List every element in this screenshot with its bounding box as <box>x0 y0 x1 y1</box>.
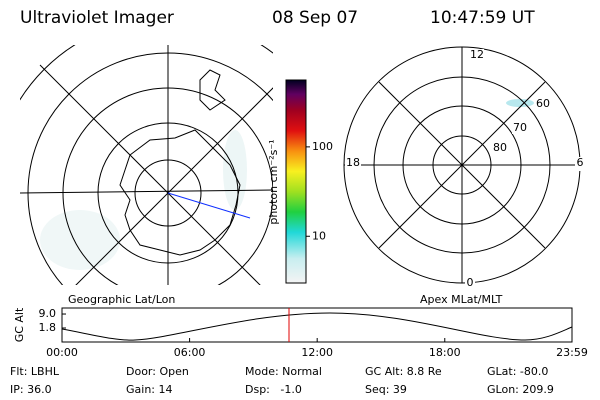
altitude-plot: GC Alt <box>13 307 573 343</box>
y-tick-label: 1.8 <box>39 321 57 334</box>
status-field: IP: 36.0 <box>10 383 52 396</box>
status-field: Flt: LBHL <box>10 365 60 378</box>
mlt-label: 0 <box>467 276 474 289</box>
header: Ultraviolet Imager 08 Sep 07 10:47:59 UT <box>20 8 535 28</box>
mlat-label: 80 <box>493 141 507 154</box>
status-field: Seq: 39 <box>365 383 407 396</box>
colorbar-label: photon cm⁻²s⁻¹ <box>267 139 280 224</box>
colorbar-scale <box>285 79 307 284</box>
status-field: Dsp: -1.0 <box>245 383 302 396</box>
mlat-label: 70 <box>513 121 527 134</box>
y-tick-label: 9.0 <box>39 307 57 320</box>
colorbar: photon cm⁻²s⁻¹ <box>267 79 307 284</box>
status-field: Door: Open <box>126 365 189 378</box>
mlt-label: 18 <box>346 156 360 169</box>
x-tick-label: 23:59 <box>556 346 588 359</box>
status-field: GLat: -80.0 <box>487 365 548 378</box>
date: 08 Sep 07 <box>272 8 358 28</box>
right-panel-label: Apex MLat/MLT <box>420 293 503 306</box>
altitude-ylabel: GC Alt <box>13 307 26 342</box>
status-field: Gain: 14 <box>126 383 173 396</box>
time: 10:47:59 UT <box>430 8 535 28</box>
status-field: GC Alt: 8.8 Re <box>365 365 442 378</box>
mlat-label: 60 <box>536 97 550 110</box>
x-tick-label: 12:00 <box>301 346 333 359</box>
colorbar-tick-label: 100 <box>312 140 333 153</box>
x-tick-label: 06:00 <box>174 346 206 359</box>
status-field: GLon: 209.9 <box>487 383 554 396</box>
magnetic-map: 12 18 6 0 60 70 80 <box>343 46 585 289</box>
x-tick-label: 00:00 <box>46 346 78 359</box>
geographic-map <box>20 45 273 285</box>
instrument: Ultraviolet Imager <box>20 8 174 28</box>
mlt-label: 12 <box>470 48 484 61</box>
left-panel-label: Geographic Lat/Lon <box>68 293 175 306</box>
x-tick-label: 18:00 <box>429 346 461 359</box>
colorbar-tick-label: 10 <box>312 229 326 242</box>
mlt-label: 6 <box>577 156 584 169</box>
status-field: Mode: Normal <box>245 365 322 378</box>
